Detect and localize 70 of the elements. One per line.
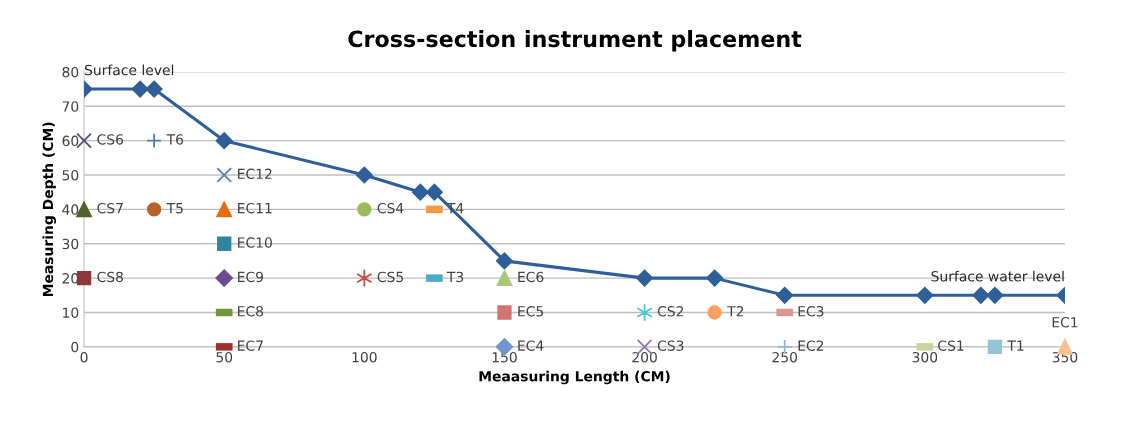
y-tick-label: 80 <box>62 66 79 78</box>
point <box>215 132 233 150</box>
series-label: CS2 <box>657 306 684 317</box>
series-label: EC1 <box>1052 317 1078 328</box>
point <box>495 252 514 270</box>
point <box>146 202 162 217</box>
series-label: CS5 <box>377 271 403 283</box>
x-tick-label: 200 <box>632 351 657 363</box>
series-label: EC12 <box>238 168 272 180</box>
series-label: EC3 <box>798 306 824 317</box>
series-label: T1 <box>1007 340 1024 351</box>
series-label: T6 <box>166 134 184 145</box>
y-tick-label: 40 <box>62 204 79 215</box>
series-label: EC11 <box>238 202 272 214</box>
series-label: CS8 <box>97 271 123 283</box>
annotation: Surface water level <box>931 270 1064 282</box>
point <box>217 236 232 251</box>
point <box>356 268 373 288</box>
y-tick-label: 30 <box>62 238 79 250</box>
point <box>145 80 163 98</box>
series-label: CS4 <box>377 202 404 214</box>
x-tick-label: 100 <box>352 351 377 363</box>
series-label: CS3 <box>657 340 684 351</box>
x-tick-label: 300 <box>912 351 938 363</box>
series-label: T3 <box>446 271 464 283</box>
annotation: Surface level <box>84 64 174 76</box>
point <box>357 202 372 217</box>
point <box>215 269 233 287</box>
point <box>496 270 513 286</box>
point <box>986 286 1004 304</box>
point <box>776 286 794 304</box>
series-label: T2 <box>727 306 744 317</box>
x-tick-label: 250 <box>772 351 798 363</box>
point <box>987 339 1003 355</box>
point <box>706 269 724 287</box>
y-tick-label: 60 <box>62 135 79 147</box>
point <box>216 167 233 183</box>
series-label: EC10 <box>238 237 272 248</box>
series-label: EC6 <box>518 271 544 283</box>
y-tick-label: 10 <box>63 307 79 318</box>
y-tick-label: 50 <box>62 169 79 181</box>
y-tick-label: 0 <box>71 341 79 353</box>
series-label: T5 <box>166 203 183 214</box>
point <box>916 286 934 304</box>
point <box>131 80 149 98</box>
series-label: EC5 <box>518 306 544 317</box>
chart-title: Cross-section instrument placement <box>348 30 802 52</box>
y-tick-label: 70 <box>62 101 79 112</box>
series-label: EC8 <box>238 306 264 317</box>
point <box>76 270 92 286</box>
point <box>707 305 722 320</box>
point <box>355 166 373 184</box>
point <box>425 183 443 201</box>
point <box>972 286 990 304</box>
series-label: CS1 <box>938 340 964 351</box>
point <box>411 183 429 201</box>
point <box>216 201 233 218</box>
y-axis-title: Measuring Depth (CM) <box>42 122 56 297</box>
x-axis-title: Meaasuring Length (CM) <box>479 370 670 385</box>
point <box>497 305 512 320</box>
x-tick-label: 50 <box>216 351 233 363</box>
point <box>636 269 654 287</box>
point <box>146 132 162 149</box>
x-tick-label: 0 <box>80 351 88 363</box>
series-label: EC9 <box>238 271 264 283</box>
series-label: EC2 <box>798 340 824 351</box>
series-label: CS6 <box>97 134 124 145</box>
series-label: CS7 <box>97 202 123 214</box>
series-label: EC4 <box>518 340 544 351</box>
series-label: EC7 <box>238 340 263 351</box>
